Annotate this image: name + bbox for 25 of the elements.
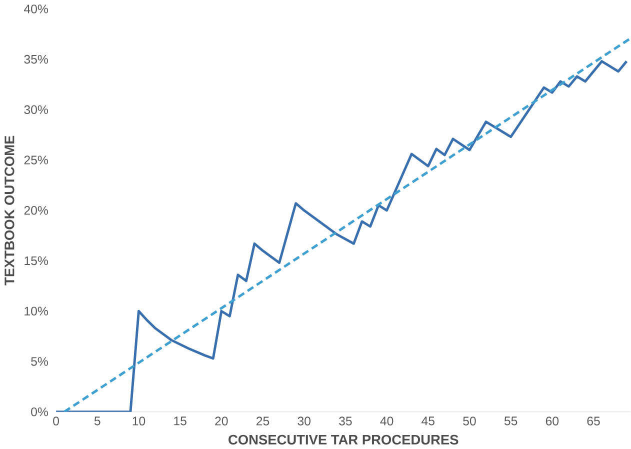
y-tick-label: 5% <box>31 357 48 366</box>
x-tick-label: 20 <box>215 416 228 426</box>
y-tick-label: 40% <box>24 4 48 14</box>
y-axis-title: TEXTBOOK OUTCOME <box>4 136 14 286</box>
x-tick-label: 0 <box>53 416 59 426</box>
x-tick-label: 65 <box>587 416 600 426</box>
x-tick-label: 30 <box>298 416 310 426</box>
y-tick-label: 30% <box>24 105 48 114</box>
y-tick-label: 0% <box>31 407 48 416</box>
x-tick-label: 35 <box>339 416 352 426</box>
x-tick-label: 40 <box>380 416 394 426</box>
x-tick-label: 55 <box>504 416 518 426</box>
y-tick-label: 10% <box>24 306 48 316</box>
y-tick-label: 35% <box>24 54 48 64</box>
x-tick-label: 15 <box>174 416 186 426</box>
y-tick-label: 20% <box>24 206 48 215</box>
x-tick-label: 60 <box>546 416 559 426</box>
x-axis-title: CONSECUTIVE TAR PROCEDURES <box>228 434 458 444</box>
y-tick-label: 25% <box>24 156 48 164</box>
x-tick-label: 45 <box>422 416 434 426</box>
x-tick-label: 5 <box>94 416 100 426</box>
x-tick-label: 50 <box>463 416 476 426</box>
x-tick-label: 25 <box>256 416 270 426</box>
y-tick-label: 15% <box>24 256 48 266</box>
x-tick-label: 10 <box>132 416 146 426</box>
